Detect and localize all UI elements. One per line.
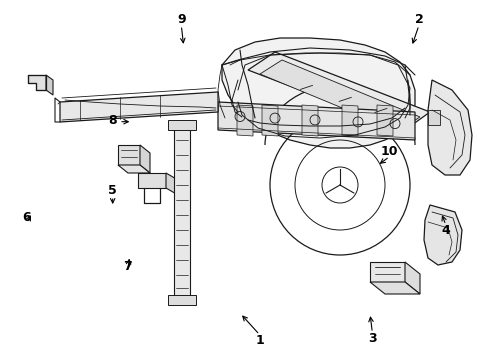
Text: 5: 5 xyxy=(108,184,117,197)
Polygon shape xyxy=(174,125,190,300)
Text: 9: 9 xyxy=(177,13,186,26)
Polygon shape xyxy=(424,205,462,265)
Polygon shape xyxy=(302,105,318,136)
Text: 1: 1 xyxy=(255,334,264,347)
Polygon shape xyxy=(218,102,415,140)
Polygon shape xyxy=(428,80,472,175)
Text: 2: 2 xyxy=(415,13,423,26)
Polygon shape xyxy=(138,173,166,188)
Polygon shape xyxy=(377,105,393,136)
Text: 6: 6 xyxy=(23,211,31,224)
Polygon shape xyxy=(118,165,150,173)
Polygon shape xyxy=(168,295,196,305)
Polygon shape xyxy=(237,105,253,136)
Polygon shape xyxy=(46,75,53,95)
Text: 3: 3 xyxy=(368,332,377,345)
Polygon shape xyxy=(405,262,420,294)
Text: 7: 7 xyxy=(123,260,132,273)
Polygon shape xyxy=(262,105,278,136)
Polygon shape xyxy=(118,145,140,165)
Polygon shape xyxy=(428,110,440,125)
Text: 4: 4 xyxy=(441,224,450,237)
Polygon shape xyxy=(248,52,430,130)
Polygon shape xyxy=(370,282,420,294)
Polygon shape xyxy=(28,75,46,90)
Text: 8: 8 xyxy=(108,114,117,127)
Polygon shape xyxy=(168,120,196,130)
Polygon shape xyxy=(260,60,420,131)
Polygon shape xyxy=(222,38,415,148)
Circle shape xyxy=(322,167,358,203)
Polygon shape xyxy=(342,105,358,136)
Polygon shape xyxy=(370,262,405,282)
Polygon shape xyxy=(166,173,178,195)
Text: 10: 10 xyxy=(381,145,398,158)
Polygon shape xyxy=(60,92,218,122)
Polygon shape xyxy=(140,145,150,173)
